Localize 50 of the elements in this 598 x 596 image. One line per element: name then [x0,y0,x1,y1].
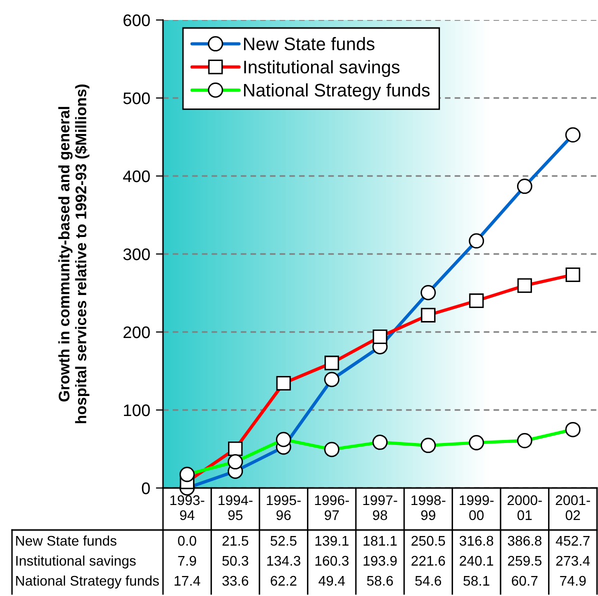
x-tick-label: 1994- 95 [218,495,252,520]
data-label: 316.8 [460,536,494,546]
data-label: 7.9 [178,556,196,566]
y-tick-label: 500 [123,92,150,104]
data-label: 60.7 [512,576,538,586]
data-label: 160.3 [315,556,349,566]
data-label: 240.1 [460,556,494,566]
x-tick-label: 1997- 98 [363,495,398,520]
data-label: 33.6 [222,576,248,586]
y-tick-label: 600 [124,14,150,26]
data-label: 386.8 [508,536,542,546]
data-label: 49.4 [318,576,345,586]
data-label: 58.1 [463,576,490,586]
y-tick-label: 100 [124,404,150,416]
data-label: 139.1 [315,536,348,546]
x-tick-label: 2001- 02 [556,495,590,520]
data-label: 0.0 [178,536,196,546]
data-label: 74.9 [560,576,586,586]
text: New State funds [16,536,116,546]
x-tick-label: 1996- 97 [315,495,349,520]
data-label: 52.5 [270,536,296,546]
y-tick-label: 300 [123,248,150,260]
data-label: 62.2 [270,576,296,586]
data-label: 50.3 [222,556,248,566]
data-label: 54.6 [415,576,442,586]
data-label: 134.3 [267,556,300,566]
data-label: 58.6 [367,576,393,586]
data-label: 221.6 [412,556,445,566]
data-label: 452.7 [556,536,590,546]
text: Institutional savings [16,556,136,568]
y-tick-label: 400 [123,170,150,182]
legend-label: National Strategy funds [244,83,430,100]
x-tick-label: 2000- 01 [508,495,542,520]
data-label: 250.5 [412,536,446,546]
y-tick-label: 0 [142,482,150,494]
y-tick-label: 200 [124,326,150,338]
x-tick-label: 1999- 00 [460,495,494,520]
data-label: 259.5 [508,556,542,566]
data-label: 181.1 [364,536,397,546]
data-label: 17.4 [174,576,200,586]
legend-label: New State funds [244,37,374,50]
x-tick-label: 1998- 99 [412,495,446,520]
data-label: 273.4 [556,556,590,566]
x-tick-label: 1993- 94 [170,495,204,520]
legend-label: Institutional savings [244,60,400,78]
data-label: 21.5 [222,536,248,546]
y-axis-title: Growth in community-based and general hospital services relative to 1992-93 ($Millions) [58,84,90,424]
x-tick-label: 1995- 96 [266,495,301,520]
data-label: 193.9 [364,556,397,566]
text: National Strategy funds [16,576,159,588]
